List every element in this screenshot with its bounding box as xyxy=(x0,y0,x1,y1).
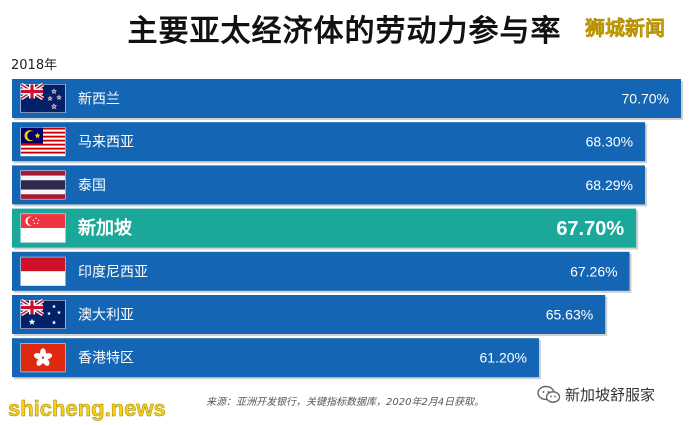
bar-2 xyxy=(12,165,645,205)
source-note: 来源：亚洲开发银行，关键指标数据库，2020年2月4日获取。 xyxy=(206,397,485,408)
value-label: 68.30% xyxy=(586,134,633,150)
hong-kong-flag-icon xyxy=(20,343,66,373)
singapore-flag-icon xyxy=(20,213,66,243)
indonesia-flag-icon xyxy=(20,256,66,286)
value-label: 65.63% xyxy=(546,307,593,323)
value-label: 61.20% xyxy=(480,350,527,366)
bar-0 xyxy=(12,79,681,118)
category-label: 泰国 xyxy=(78,178,106,194)
australia-flag-icon xyxy=(19,298,66,329)
malaysia-flag-icon xyxy=(20,127,66,157)
category-label: 马来西亚 xyxy=(78,135,134,151)
value-label: 67.70% xyxy=(556,218,624,240)
category-label: 澳大利亚 xyxy=(78,308,134,324)
category-label: 香港特区 xyxy=(78,351,134,367)
wechat-account: 新加坡舒服家 xyxy=(537,384,655,405)
category-label: 新加坡 xyxy=(78,217,133,239)
site-watermark: shicheng.news xyxy=(8,396,166,422)
bar-1 xyxy=(12,122,646,162)
value-label: 70.70% xyxy=(622,91,669,107)
wechat-icon xyxy=(537,385,561,403)
brand-logo-text: 狮城新闻 xyxy=(585,16,665,40)
value-label: 67.26% xyxy=(570,263,617,279)
page-title: 主要亚太经济体的劳动力参与率 xyxy=(127,14,562,49)
bar-3 xyxy=(12,208,637,248)
bar-4 xyxy=(12,251,630,291)
value-label: 68.29% xyxy=(585,177,632,193)
category-label: 新西兰 xyxy=(78,92,120,108)
wechat-account-name: 新加坡舒服家 xyxy=(565,386,656,404)
new-zealand-flag-icon xyxy=(19,82,66,113)
category-label: 印度尼西亚 xyxy=(78,264,148,280)
thailand-flag-icon xyxy=(20,170,66,200)
bar-5 xyxy=(12,295,606,334)
bar-6 xyxy=(12,338,539,378)
year-label: 2018年 xyxy=(11,58,58,73)
